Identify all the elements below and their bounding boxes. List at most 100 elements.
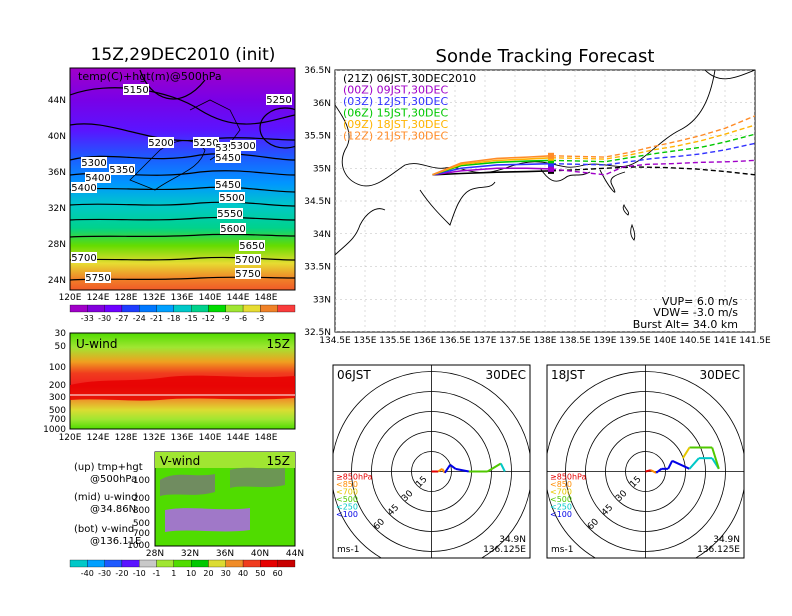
legend-line: @34.86N (90, 504, 136, 515)
hodo-location-lat: 34.9N (499, 535, 526, 545)
wind-colorbar-swatch (277, 559, 296, 568)
wind-colorbar-swatch (225, 559, 244, 568)
lon-tick-label: 124E (87, 293, 110, 303)
contour-label-bg (71, 182, 97, 193)
uwind-jet-core (70, 375, 295, 401)
track-info-burst: Burst Alt= 34.0 km (633, 318, 738, 331)
contour-label: 5400 (85, 173, 110, 184)
wind-colorbar-label: 60 (273, 569, 283, 578)
uwind-p-tick: 50 (55, 342, 67, 352)
track-lon-tick: 139.5E (619, 336, 651, 346)
wind-colorbar-label: 1 (171, 569, 176, 578)
hodo-pressure-legend: <850 (336, 480, 358, 489)
wind-colorbar-swatch (139, 559, 157, 568)
track-info-vup: VUP= 6.0 m/s (662, 295, 738, 308)
lat-tick-label: 44N (48, 96, 66, 106)
uwind-time: 15Z (267, 337, 291, 351)
wind-colorbar-label: 50 (255, 569, 265, 578)
hodo-title-bg (334, 366, 378, 381)
temp-colorbar-label: -12 (202, 314, 215, 323)
track-title: Sonde Tracking Forecast (436, 46, 655, 67)
temp-colorbar-label: -33 (81, 314, 94, 323)
vwind-lat-tick: 28N (146, 549, 164, 559)
legend-line: (bot) v-wind (74, 524, 134, 535)
hodo-segment (499, 463, 506, 472)
left-lat-axis: 44N 40N 36N 32N 28N 24N (48, 96, 66, 286)
temp-colorbar-swatch (104, 304, 123, 313)
vwind-p-tick: 200 (133, 494, 150, 504)
contour-label-bg (85, 272, 111, 283)
vwind-top-band (155, 452, 295, 468)
contour-label: 5450 (215, 153, 240, 164)
temp-colorbar-label: -3 (256, 314, 264, 323)
track-lon-tick: 134.5E (319, 336, 351, 346)
hodo-pressure-legend: <850 (550, 480, 572, 489)
hodo-segment (486, 462, 502, 473)
wind-colorbar-swatch (173, 559, 192, 568)
track-lon-tick: 140E (654, 336, 677, 346)
contour-label: 5450 (215, 180, 240, 191)
lon-tick-label: 144E (227, 293, 250, 303)
vwind-p-tick: 500 (133, 519, 150, 529)
lon-tick-label: 132E (143, 293, 166, 303)
temp-panel-label: temp(C)+hgt(m)@500hPa (78, 70, 222, 83)
uwind-p-tick: 700 (49, 415, 66, 425)
temp-colorbar-swatch (139, 304, 157, 313)
hodo-segment (655, 468, 663, 474)
hodo-location-lat: 34.9N (713, 535, 740, 545)
track-legend-entry: (00Z) 09JST,30DEC (343, 84, 448, 97)
temp-colorbar-label: -9 (222, 314, 230, 323)
hodo-date-bg (694, 366, 743, 381)
hodo-title: 06JST (337, 368, 371, 382)
track-line-dashed (550, 159, 755, 176)
lat-tick-label: 36N (48, 168, 66, 178)
contour-label: 5300 (81, 158, 106, 169)
contour-label-bg (239, 240, 265, 251)
contour-label-bg (215, 142, 241, 153)
uwind-lon-axis: 120E 124E 128E 132E 136E 140E 144E 148E (59, 433, 278, 443)
contour-label-bg (230, 140, 256, 151)
track-legend-entry: (21Z) 06JST,30DEC2010 (343, 72, 476, 85)
contour-label: 5550 (217, 209, 242, 220)
temp-colorbar-swatch (191, 304, 209, 313)
legend-line: @136.11E (90, 536, 141, 547)
temp-colorbar-swatch (260, 304, 278, 313)
track-grid (335, 70, 755, 332)
hodo-pressure-legend: <100 (550, 510, 572, 519)
track-line-dashed (550, 115, 755, 158)
track-lat-tick: 33.5N (304, 263, 331, 273)
contour-label-bg (109, 164, 135, 175)
hodo-date-bg (480, 366, 529, 381)
hodo-segment (449, 464, 457, 470)
contour-label-bg (235, 254, 261, 265)
vwind-lat-tick: 44N (286, 549, 304, 559)
uwind-lon-tick: 136E (171, 433, 194, 443)
hodo-date: 30DEC (700, 368, 740, 382)
track-lat-tick: 32.5N (304, 328, 331, 338)
hodo-segment (688, 457, 700, 470)
hodo-unit: ms-1 (337, 545, 359, 555)
contour-label-bg (215, 179, 241, 190)
hodo-segment (437, 468, 443, 473)
contour-label-bg (219, 192, 245, 203)
track-line-solid (432, 162, 552, 176)
track-line-solid (432, 167, 552, 176)
vwind-label: V-wind (160, 454, 200, 468)
temp-colorbar-label: -21 (150, 314, 163, 323)
contour-label: 5750 (85, 273, 110, 284)
uwind-lon-tick: 132E (143, 433, 166, 443)
hodo-segment (711, 447, 720, 470)
contour-label-bg (85, 172, 111, 183)
temp-colorbar-swatch (121, 304, 140, 313)
wind-colorbar-label: -10 (133, 569, 146, 578)
hodo-segment (667, 460, 674, 470)
vwind-lat-axis: 28N 32N 36N 40N 44N (146, 549, 304, 559)
track-lines (432, 115, 755, 176)
uwind-lon-tick: 148E (255, 433, 278, 443)
temp-colorbar-swatch (87, 304, 105, 313)
track-lon-tick: 136E (414, 336, 437, 346)
wind-colorbar-label: -20 (115, 569, 128, 578)
